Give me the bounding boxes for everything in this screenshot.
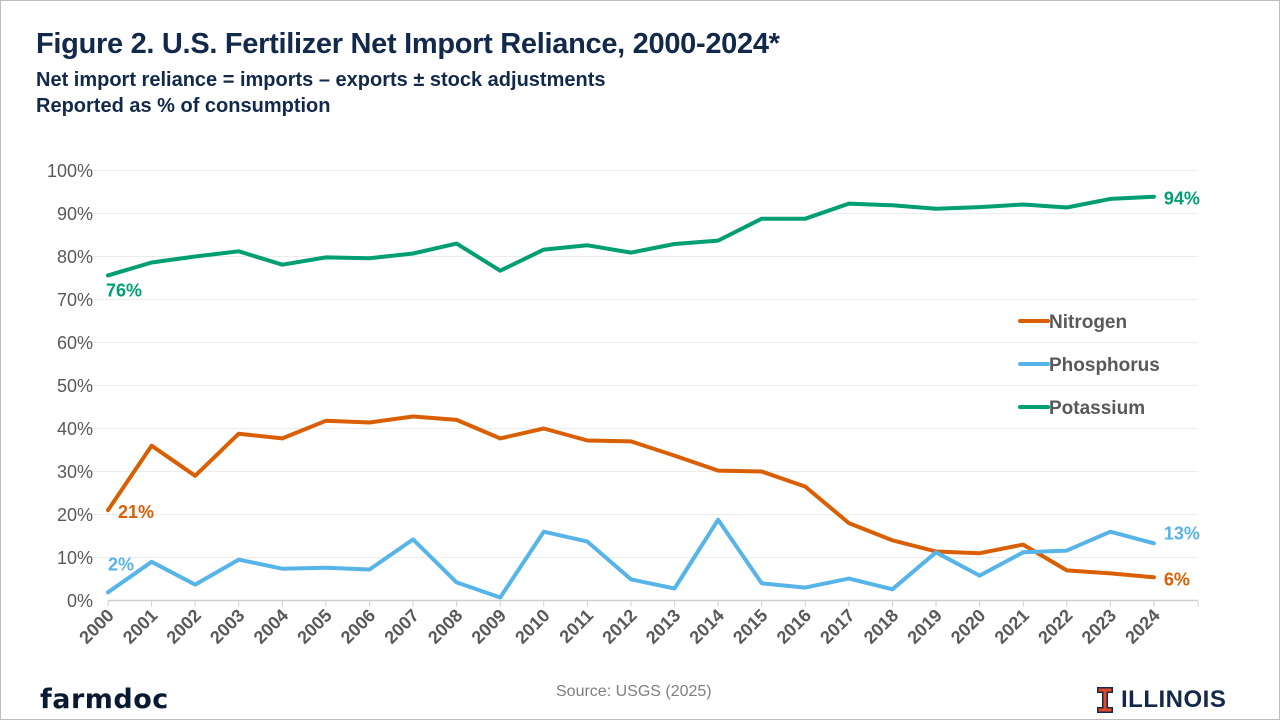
x-tick-label: 2009 <box>468 605 510 647</box>
legend-item-nitrogen: Nitrogen <box>1018 312 1127 333</box>
x-tick-label: 2001 <box>119 605 161 647</box>
illinois-wordmark: ILLINOIS <box>1121 686 1227 713</box>
x-tick-label: 2020 <box>947 605 989 647</box>
x-tick-label: 2021 <box>991 605 1033 647</box>
legend: Nitrogen Phosphorus Potassium <box>1018 312 1160 419</box>
x-tick-label: 2016 <box>773 605 815 647</box>
x-tick-label: 2002 <box>163 605 205 647</box>
data-label-start-potassium: 76% <box>106 280 142 300</box>
data-label-end-nitrogen: 6% <box>1164 569 1190 589</box>
gridlines <box>86 170 1198 558</box>
x-tick-label: 2003 <box>206 605 248 647</box>
x-tick-label: 2005 <box>293 605 335 647</box>
chart-subtitle-definition: Net import reliance = imports – exports … <box>36 69 606 91</box>
data-label-start-phosphorus: 2% <box>108 554 134 574</box>
illinois-block-i-icon <box>1097 687 1113 713</box>
series-line-potassium <box>106 194 1156 278</box>
y-tick-label: 30% <box>57 462 93 482</box>
illinois-logo: ILLINOIS <box>1097 686 1226 714</box>
x-tick-label: 2012 <box>598 605 640 647</box>
x-tick-label: 2014 <box>685 605 727 647</box>
y-tick-label: 80% <box>57 247 93 267</box>
series-lines <box>106 194 1156 600</box>
x-tick-label: 2013 <box>642 605 684 647</box>
source-note: Source: USGS (2025) <box>556 683 712 700</box>
x-tick-label: 2010 <box>511 605 553 647</box>
legend-label: Potassium <box>1049 398 1145 419</box>
legend-item-phosphorus: Phosphorus <box>1018 355 1160 376</box>
y-tick-label: 60% <box>57 333 93 353</box>
legend-item-potassium: Potassium <box>1018 398 1145 419</box>
legend-label: Phosphorus <box>1049 355 1160 376</box>
y-tick-label: 0% <box>67 591 93 611</box>
y-tick-label: 90% <box>57 204 93 224</box>
y-tick-label: 50% <box>57 376 93 396</box>
x-tick-label: 2022 <box>1034 605 1076 647</box>
y-tick-label: 20% <box>57 505 93 525</box>
data-label-start-nitrogen: 21% <box>118 502 154 522</box>
series-line-phosphorus <box>106 517 1156 600</box>
x-tick-label: 2000 <box>75 605 117 647</box>
x-axis: 2000 2001 2002 2003 2004 2005 2006 2007 2008 2009… <box>75 599 1199 648</box>
x-tick-label: 2011 <box>555 605 597 647</box>
x-tick-label: 2023 <box>1078 605 1120 647</box>
y-tick-label: 70% <box>57 290 93 310</box>
x-tick-label: 2008 <box>424 605 466 647</box>
farmdoc-logo: farmdoc <box>40 684 169 715</box>
series-line-nitrogen <box>106 414 1156 580</box>
data-label-end-potassium: 94% <box>1164 189 1200 209</box>
x-tick-label: 2024 <box>1121 605 1163 647</box>
x-tick-label: 2015 <box>729 605 771 647</box>
y-axis-tick-labels: 0% 10% 20% 30% 40% 50% 60% 70% 80% 90% 100% <box>47 161 93 611</box>
chart-title: Figure 2. U.S. Fertilizer Net Import Rel… <box>36 28 780 60</box>
x-tick-label: 2004 <box>250 605 292 647</box>
x-tick-label: 2006 <box>337 605 379 647</box>
x-tick-label: 2007 <box>380 605 422 647</box>
y-tick-label: 100% <box>47 161 93 181</box>
legend-label: Nitrogen <box>1049 312 1127 333</box>
x-tick-label: 2019 <box>903 605 945 647</box>
data-label-end-phosphorus: 13% <box>1164 523 1200 543</box>
x-tick-label: 2018 <box>860 605 902 647</box>
x-tick-label: 2017 <box>816 605 858 647</box>
chart-subtitle-units: Reported as % of consumption <box>36 95 331 117</box>
y-tick-label: 40% <box>57 419 93 439</box>
data-labels: 21% 6% 2% 13% 76% 94% <box>106 189 1200 590</box>
y-tick-label: 10% <box>57 548 93 568</box>
